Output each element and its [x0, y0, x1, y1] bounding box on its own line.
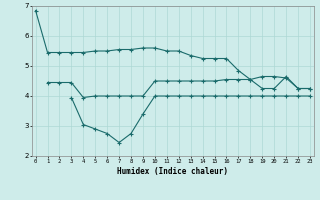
X-axis label: Humidex (Indice chaleur): Humidex (Indice chaleur) [117, 167, 228, 176]
